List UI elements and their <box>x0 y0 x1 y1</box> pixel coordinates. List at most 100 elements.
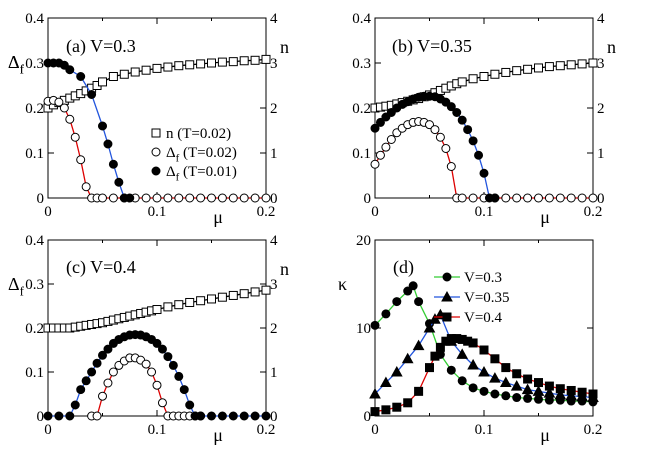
series-1 <box>43 285 271 333</box>
data-point <box>98 391 107 401</box>
y-axis-label-right: n <box>280 259 289 279</box>
data-point <box>207 58 216 68</box>
data-point <box>577 387 587 397</box>
data-point <box>370 407 380 417</box>
legend-marker <box>151 147 161 157</box>
data-point <box>141 65 151 75</box>
data-point <box>501 67 511 77</box>
data-point <box>425 120 434 130</box>
data-point <box>403 286 413 296</box>
y-tick-label: 0.2 <box>25 101 44 117</box>
data-point <box>261 193 271 203</box>
y-right-tick-label: 4 <box>270 233 278 249</box>
y-tick-label: 0 <box>37 409 45 425</box>
x-tick-label: 0.1 <box>475 204 494 220</box>
data-point <box>544 62 554 72</box>
data-point <box>543 387 556 398</box>
data-point <box>408 281 418 291</box>
legend-label: V=0.3 <box>464 270 502 286</box>
data-point <box>457 77 467 87</box>
data-point <box>479 168 489 178</box>
y-axis-label-right: n <box>607 37 616 57</box>
data-point <box>523 193 533 203</box>
data-point <box>446 162 456 171</box>
data-point <box>430 351 440 361</box>
data-point <box>375 150 385 160</box>
x-tick-label: 0 <box>371 422 379 438</box>
legend-label: n (T=0.02) <box>166 126 231 142</box>
panel-title: (b) V=0.35 <box>392 36 472 57</box>
data-point <box>403 398 413 408</box>
data-point <box>512 369 522 379</box>
data-point <box>479 72 489 81</box>
data-point <box>566 60 576 70</box>
data-point <box>174 193 184 203</box>
y-tick-label: 0.2 <box>25 321 44 337</box>
data-point <box>577 59 587 69</box>
data-point <box>54 411 64 421</box>
y-right-tick-label: 3 <box>597 56 605 72</box>
data-point <box>456 348 469 359</box>
y-tick-label: 0.3 <box>25 277 44 293</box>
data-point <box>70 132 80 142</box>
y-tick-label: 0 <box>37 191 45 207</box>
data-point <box>392 297 402 307</box>
data-point <box>157 398 167 408</box>
data-point <box>130 67 140 77</box>
data-point <box>108 72 118 81</box>
data-point <box>185 193 195 203</box>
legend-marker <box>151 166 161 176</box>
legend: V=0.3 V=0.35 V=0.4 <box>434 270 510 326</box>
data-point <box>490 193 500 203</box>
data-point <box>565 389 578 401</box>
data-point <box>217 57 227 67</box>
data-point <box>157 344 167 354</box>
y-right-tick-label: 1 <box>270 146 278 162</box>
data-point <box>250 193 260 203</box>
data-point <box>457 193 467 203</box>
y-tick-label: 0.4 <box>25 11 44 27</box>
data-point <box>392 402 402 412</box>
y-tick-label: 0.1 <box>25 365 44 381</box>
data-point <box>207 193 216 203</box>
data-point <box>92 411 102 421</box>
y-right-tick-label: 0 <box>270 191 278 207</box>
y-tick-label: 0.4 <box>352 11 371 27</box>
data-point <box>512 193 522 203</box>
data-point <box>425 363 434 373</box>
data-point <box>555 193 565 203</box>
data-point <box>239 193 249 203</box>
data-point <box>490 389 500 399</box>
data-point <box>401 352 414 364</box>
x-tick-label: 0.1 <box>475 422 494 438</box>
data-point <box>114 177 124 187</box>
data-point <box>207 411 216 421</box>
data-point <box>81 182 91 192</box>
data-point <box>463 125 473 135</box>
data-point <box>521 383 534 395</box>
data-point <box>168 360 178 370</box>
data-point <box>523 393 533 403</box>
data-point <box>103 139 113 149</box>
data-point <box>152 380 162 390</box>
data-point <box>457 115 467 125</box>
x-axis-label: μ <box>213 207 223 227</box>
data-point <box>125 193 135 203</box>
data-point <box>534 378 543 388</box>
x-tick-label: 0.1 <box>148 204 167 220</box>
data-point <box>152 305 162 315</box>
y-right-tick-label: 1 <box>597 146 605 162</box>
data-point <box>261 54 271 64</box>
data-point <box>435 132 445 142</box>
data-point <box>490 354 500 364</box>
data-point <box>489 372 501 383</box>
y-right-tick-label: 2 <box>270 321 278 337</box>
data-point <box>512 66 522 76</box>
data-point <box>544 381 554 391</box>
data-point <box>185 297 195 307</box>
data-point <box>174 61 184 71</box>
x-axis-label: μ <box>540 207 550 227</box>
y-right-tick-label: 3 <box>270 277 278 293</box>
data-point <box>523 374 533 384</box>
y-tick-label: 0.4 <box>25 233 44 249</box>
